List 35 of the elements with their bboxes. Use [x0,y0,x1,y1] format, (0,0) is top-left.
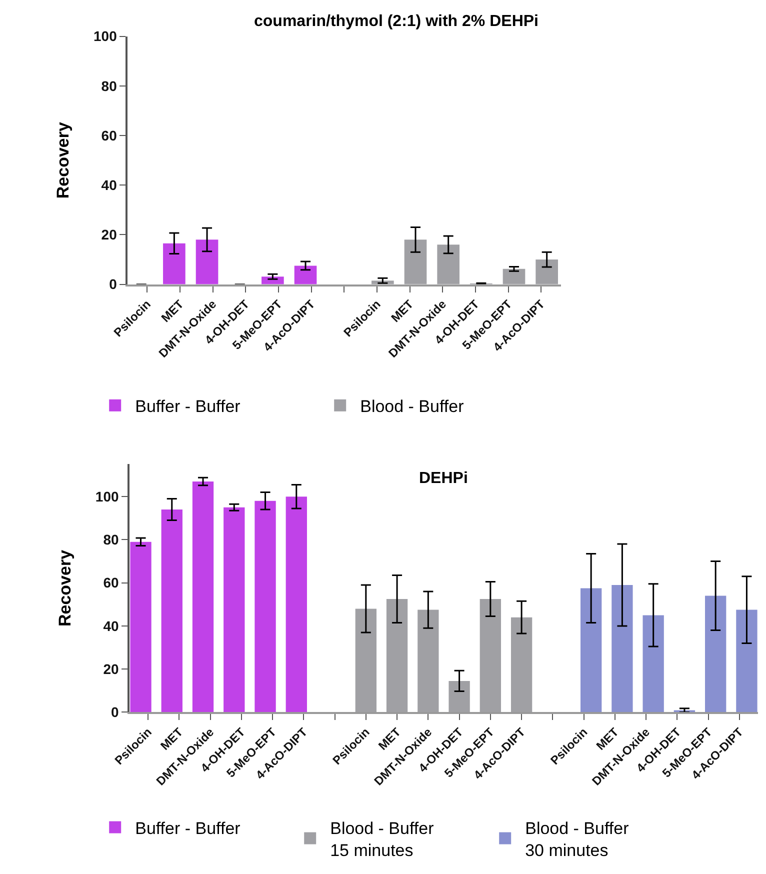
legend-label: Buffer - Buffer [135,818,241,838]
chart-title: coumarin/thymol (2:1) with 2% DEHPi [254,13,538,30]
chart-title: DEHPi [419,470,468,487]
bar [192,481,214,712]
y-tick-label: 20 [103,661,120,677]
y-tick-label: 0 [109,276,118,292]
y-axis-title: Recovery [55,549,74,627]
bar [163,243,186,284]
bar [224,507,245,712]
y-tick-label: 80 [103,532,120,548]
bar [736,610,758,712]
y-tick-label: 60 [103,574,120,591]
y-tick-label: 100 [94,28,118,44]
bar [612,584,633,712]
y-axis-title: Recovery [54,122,73,199]
y-tick-label: 40 [103,618,120,634]
y-tick-label: 40 [101,177,118,194]
bar [130,542,152,712]
bar [196,240,218,284]
bar [254,500,276,712]
y-tick-label: 100 [95,488,120,504]
bar [705,596,726,712]
bar [294,266,317,284]
bar [161,510,182,712]
bar [580,588,602,712]
bar [286,496,307,712]
y-tick-label: 0 [111,704,119,720]
y-tick-label: 60 [101,127,118,144]
bar [642,615,664,712]
y-tick-label: 80 [101,78,118,94]
legend-label: Buffer - Buffer [135,397,241,416]
y-tick-label: 20 [101,226,118,243]
legend-label: Blood - Buffer 30 minutes [525,818,630,860]
legend-label: Blood - Buffer [360,397,464,416]
legend-label: Blood - Buffer 15 minutes [330,818,434,860]
